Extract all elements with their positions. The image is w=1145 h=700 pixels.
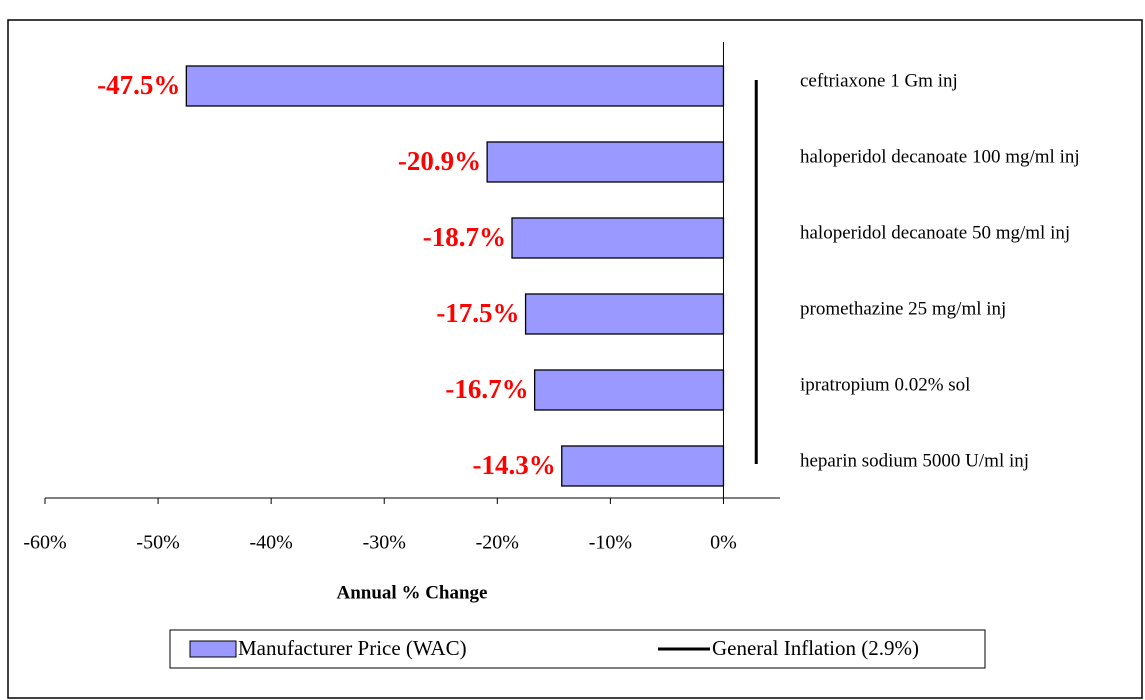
x-tick-label: -10% [589,532,632,554]
category-label: haloperidol decanoate 100 mg/ml inj [800,146,1080,167]
value-label: -14.3% [473,450,556,480]
legend-label: General Inflation (2.9%) [712,636,919,660]
bar [524,293,725,335]
legend-box [169,629,986,669]
x-tick-label: -30% [363,532,406,554]
bar [511,217,725,259]
legend-label: Manufacturer Price (WAC) [238,636,467,660]
value-label: -20.9% [398,146,481,176]
x-tick-label: -20% [476,532,519,554]
value-label: -17.5% [436,298,519,328]
legend-swatch [189,640,237,658]
value-label: -16.7% [445,374,528,404]
x-tick-label: -50% [136,532,179,554]
x-tick-label: -60% [23,532,66,554]
bar [533,369,725,411]
category-label: promethazine 25 mg/ml inj [800,298,1006,319]
x-tick-label: -40% [249,532,292,554]
bar [185,65,725,107]
bar [561,445,725,487]
chart-border [7,19,1143,699]
x-axis-label: Annual % Change [337,582,488,603]
category-label: heparin sodium 5000 U/ml inj [800,450,1029,471]
value-label: -18.7% [423,222,506,252]
category-label: haloperidol decanoate 50 mg/ml inj [800,222,1070,243]
bar [486,141,725,183]
category-label: ceftriaxone 1 Gm inj [800,70,958,91]
x-tick-label: 0% [710,532,737,554]
category-label: ipratropium 0.02% sol [800,374,970,395]
value-label: -47.5% [97,70,180,100]
